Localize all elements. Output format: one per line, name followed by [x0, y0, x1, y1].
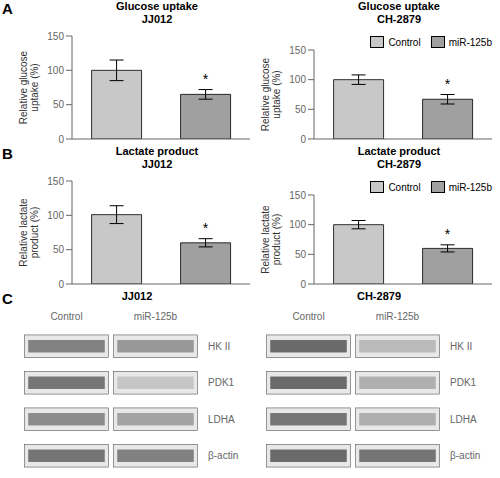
html-text:miR-125b: miR-125b	[448, 36, 492, 48]
svg-text:50: 50	[53, 99, 65, 110]
html-text:A: A	[2, 0, 13, 17]
svg-text:50: 50	[295, 249, 307, 260]
svg-text:LDHA: LDHA	[208, 414, 235, 425]
svg-text:Relative lactateproduct (%): Relative lactateproduct (%)	[17, 198, 39, 267]
html-text:Lactate product CH-2879: Lactate product CH-2879	[357, 145, 441, 171]
svg-text:50: 50	[53, 244, 65, 255]
svg-text:*: *	[203, 71, 209, 87]
svg-text:0: 0	[58, 134, 64, 145]
svg-text:miR-125b: miR-125b	[376, 311, 420, 322]
svg-text:*: *	[203, 220, 209, 236]
svg-text:0: 0	[300, 134, 306, 145]
svg-text:*: *	[445, 226, 451, 242]
svg-text:150: 150	[47, 31, 64, 42]
svg-text:*: *	[445, 76, 451, 92]
svg-text:Relative glucoseuptake (%): Relative glucoseuptake (%)	[259, 57, 281, 131]
html-text:Lactate product JJ012: Lactate product JJ012	[115, 145, 199, 171]
html-text:Control: Control	[388, 36, 421, 48]
html-text:Glucose uptake JJ012: Glucose uptake JJ012	[116, 0, 198, 26]
svg-text:0: 0	[300, 279, 306, 290]
svg-text:100: 100	[289, 219, 306, 230]
svg-text:LDHA: LDHA	[450, 414, 477, 425]
svg-text:Relative lactateproduct (%): Relative lactateproduct (%)	[259, 205, 281, 274]
svg-text:HK II: HK II	[208, 341, 230, 352]
svg-text:150: 150	[47, 176, 64, 187]
html-text:JJ012: JJ012	[121, 290, 153, 302]
svg-text:0: 0	[58, 279, 64, 290]
svg-text:β-actin: β-actin	[450, 450, 480, 461]
svg-text:Control: Control	[292, 311, 324, 322]
html-text:Control: Control	[388, 181, 421, 193]
svg-text:miR-125b: miR-125b	[134, 311, 178, 322]
svg-text:HK II: HK II	[450, 341, 472, 352]
svg-text:PDK1: PDK1	[208, 377, 235, 388]
svg-text:50: 50	[295, 104, 307, 115]
html-text:B: B	[2, 145, 13, 162]
svg-text:β-actin: β-actin	[208, 450, 238, 461]
svg-text:150: 150	[289, 45, 306, 56]
html-text:C: C	[2, 290, 13, 307]
html-text:Glucose uptake CH-2879: Glucose uptake CH-2879	[358, 0, 440, 26]
svg-text:PDK1: PDK1	[450, 377, 477, 388]
svg-text:Control: Control	[50, 311, 82, 322]
svg-text:100: 100	[289, 74, 306, 85]
svg-text:Relative glucoseuptake (%): Relative glucoseuptake (%)	[17, 50, 39, 124]
html-text:miR-125b: miR-125b	[448, 181, 492, 193]
html-text:CH-2879: CH-2879	[357, 290, 401, 302]
svg-text:150: 150	[289, 190, 306, 201]
svg-text:100: 100	[47, 65, 64, 76]
svg-text:100: 100	[47, 210, 64, 221]
